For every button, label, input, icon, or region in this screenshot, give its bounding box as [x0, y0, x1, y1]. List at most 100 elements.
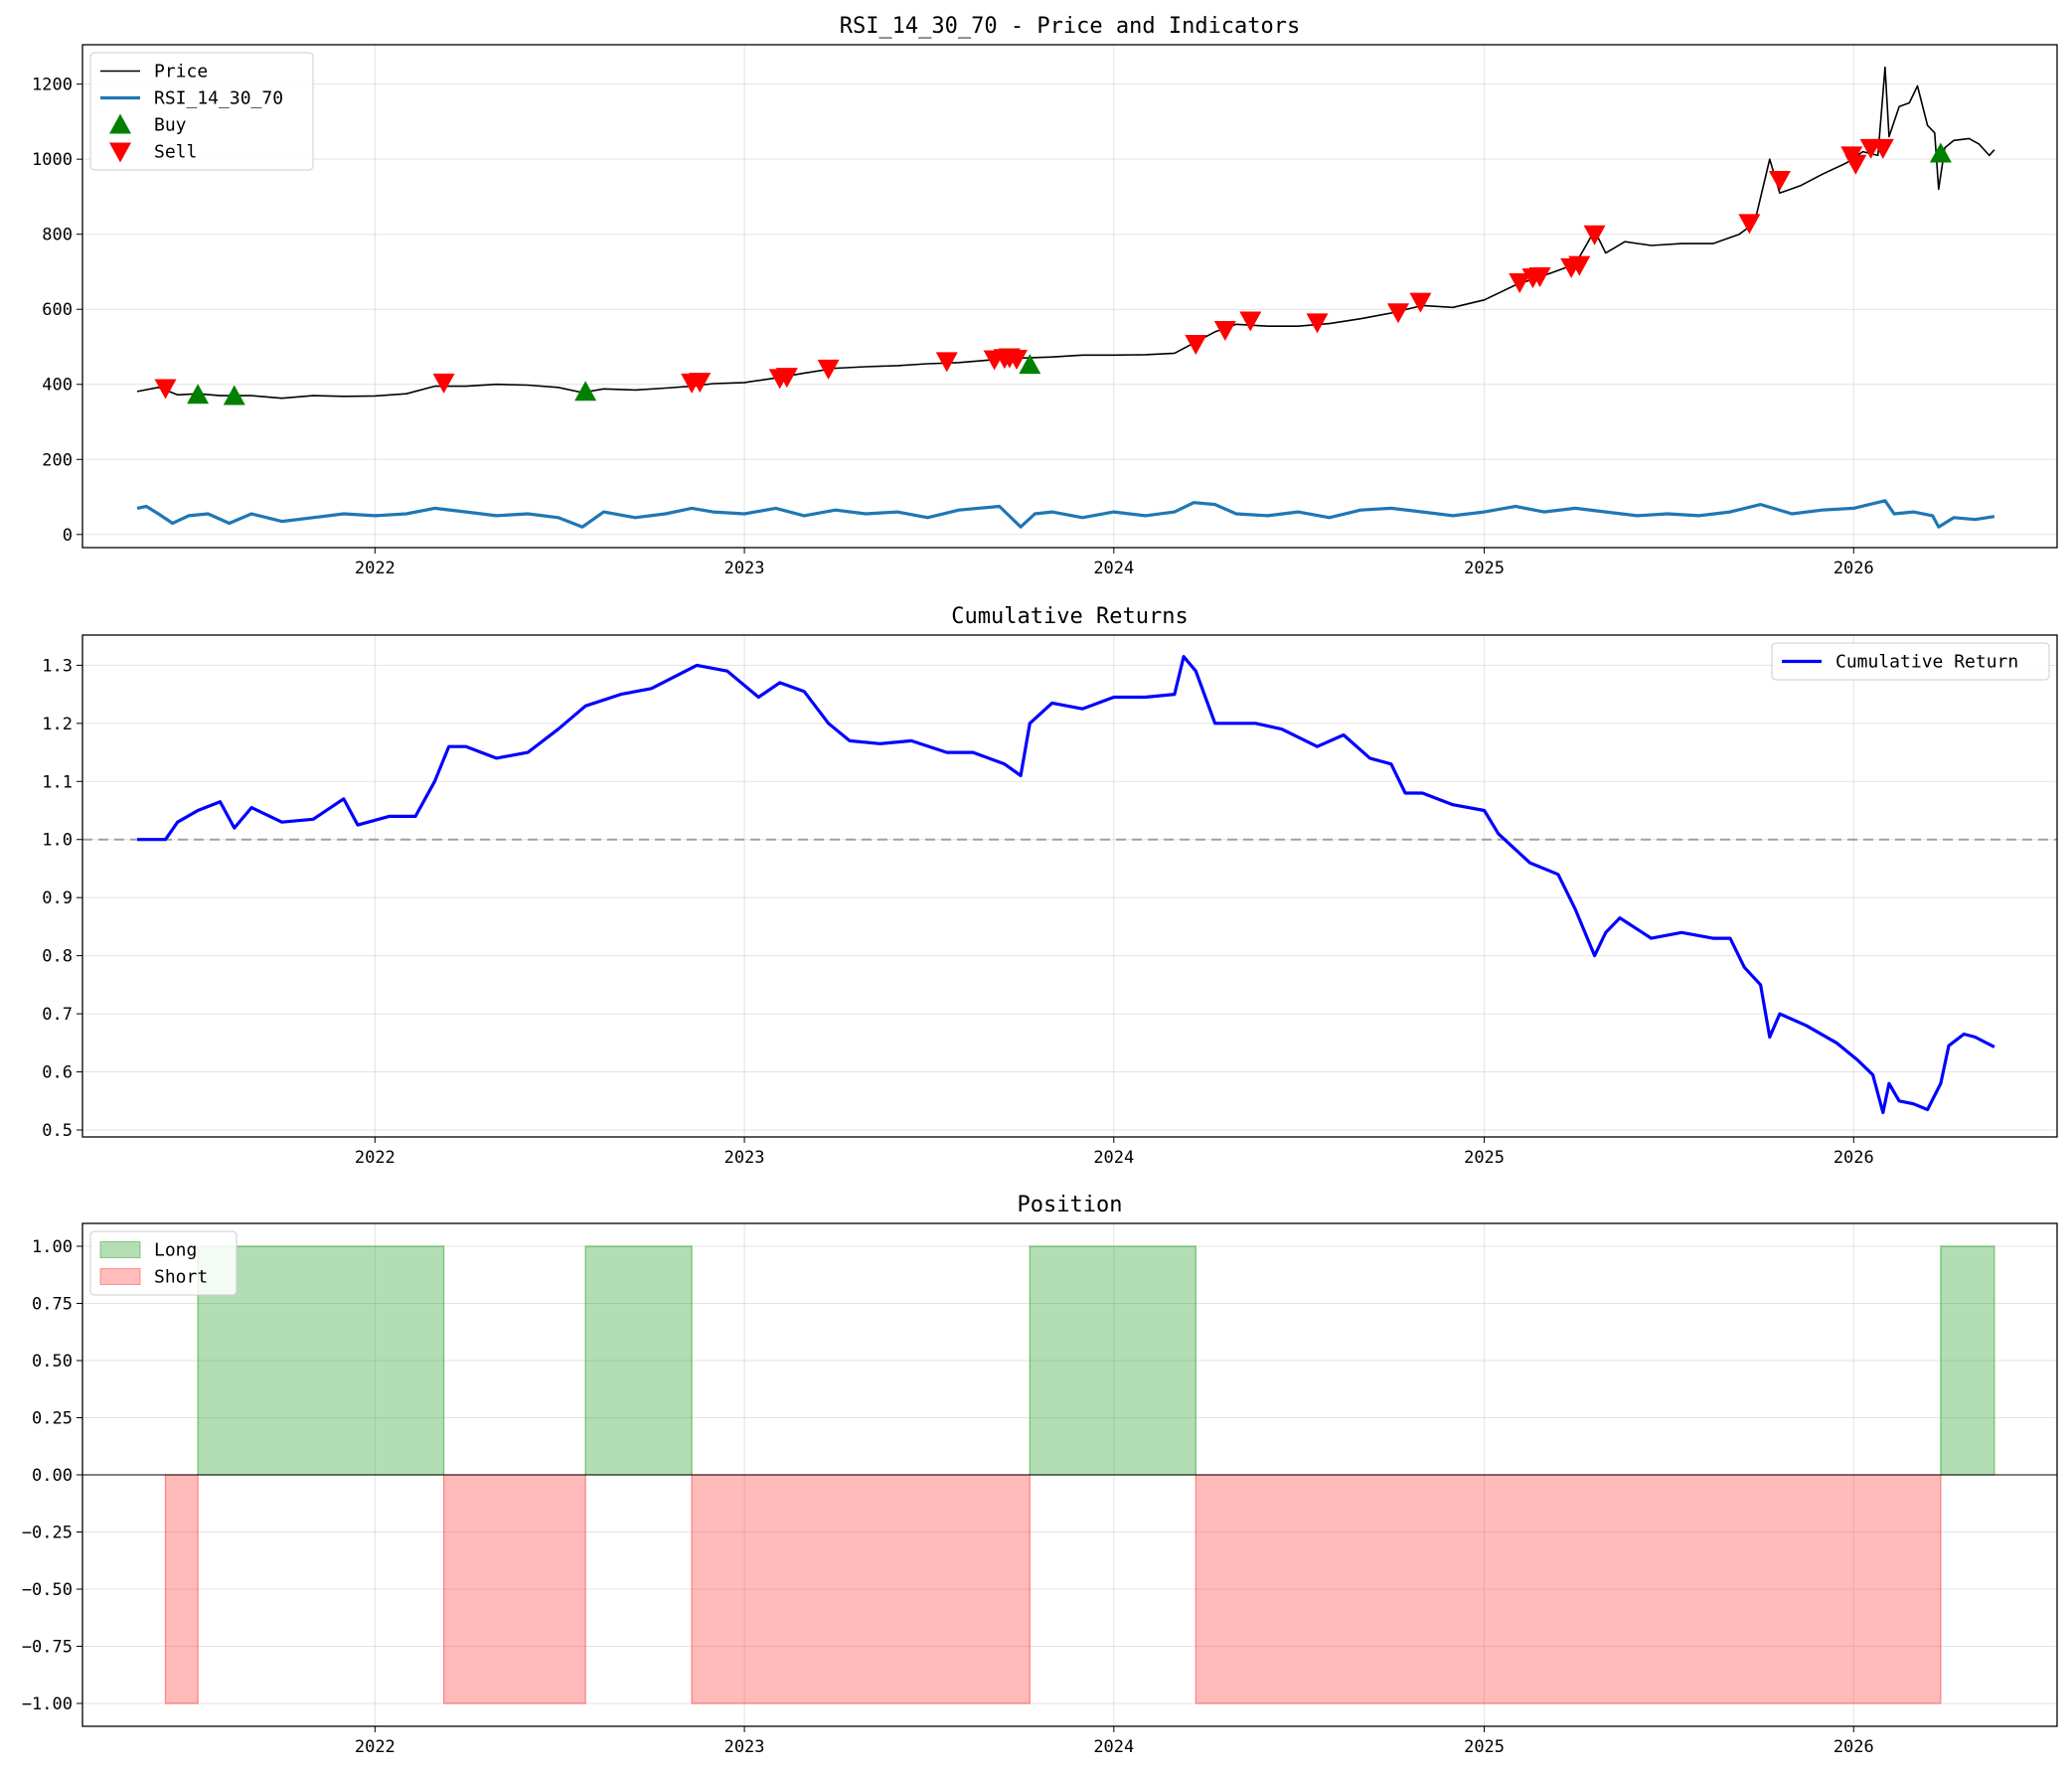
- x-tick-label: 2025: [1464, 559, 1505, 578]
- y-tick-label: 0.9: [42, 888, 73, 908]
- short-period-area: [1195, 1474, 1942, 1704]
- legend-swatch-short: [99, 1268, 141, 1285]
- long-period-area: [584, 1245, 693, 1476]
- sell-marker: [154, 379, 177, 400]
- sell-marker: [1768, 170, 1791, 191]
- legend-label-price: Price: [154, 62, 208, 82]
- legend-label-sell: Sell: [154, 142, 197, 163]
- axes-frame: [81, 634, 2058, 1138]
- sell-marker: [817, 359, 840, 380]
- x-tick-label: 2022: [355, 1148, 396, 1168]
- axes-frame: [81, 1222, 2058, 1727]
- legend-swatch-sell: [109, 142, 131, 163]
- long-period-area: [197, 1245, 445, 1476]
- y-tick-label: 0.7: [42, 1005, 73, 1025]
- panel-title: Cumulative Returns: [951, 604, 1188, 629]
- legend-label-buy: Buy: [154, 115, 187, 136]
- y-tick-label: 0.00: [32, 1466, 73, 1486]
- short-period-area: [164, 1474, 199, 1704]
- sell-marker: [1409, 292, 1432, 313]
- legend-label-long: Long: [154, 1240, 197, 1261]
- sell-marker: [1871, 138, 1894, 159]
- sell-marker: [935, 352, 958, 373]
- x-tick-label: 2022: [355, 1737, 396, 1757]
- x-tick-label: 2025: [1464, 1737, 1505, 1757]
- rsi-line: [136, 499, 1995, 529]
- x-tick-label: 2024: [1093, 1148, 1134, 1168]
- y-tick-label: 1.2: [42, 715, 73, 734]
- buy-marker: [1929, 142, 1952, 163]
- y-tick-label: 1.00: [32, 1237, 73, 1257]
- x-tick-label: 2023: [724, 1737, 765, 1757]
- y-tick-label: −1.00: [22, 1694, 73, 1714]
- y-tick-label: 200: [42, 450, 73, 470]
- sell-marker: [689, 373, 712, 394]
- y-tick-label: 0.8: [42, 947, 73, 967]
- sell-marker: [432, 373, 455, 394]
- sell-marker: [1568, 255, 1591, 276]
- legend-label-cumulative-return: Cumulative Return: [1835, 652, 2018, 673]
- x-tick-label: 2022: [355, 559, 396, 578]
- panel-1: 2022 2023 2024 2025 2026 0 200 400 600 800 1000 120…: [32, 14, 2058, 578]
- legend-frame: [89, 52, 314, 171]
- long-period-area: [1940, 1245, 1995, 1476]
- x-tick-label: 2026: [1833, 1737, 1874, 1757]
- buy-marker: [1019, 354, 1041, 375]
- sell-marker: [1583, 225, 1606, 245]
- sell-marker: [1213, 320, 1236, 341]
- y-tick-label: 0.75: [32, 1295, 73, 1315]
- y-tick-label: 0.25: [32, 1409, 73, 1429]
- sell-marker: [1509, 273, 1531, 294]
- buy-marker: [574, 381, 597, 402]
- y-tick-label: −0.50: [22, 1580, 73, 1600]
- x-tick-label: 2024: [1093, 1737, 1134, 1757]
- legend: Cumulative Return: [1771, 642, 2050, 681]
- sell-marker: [1386, 303, 1409, 324]
- panel-title: RSI_14_30_70 - Price and Indicators: [840, 14, 1301, 39]
- y-tick-label: 400: [42, 376, 73, 396]
- short-period-area: [442, 1474, 586, 1704]
- sell-marker: [1185, 334, 1207, 355]
- buy-marker: [187, 384, 210, 404]
- y-tick-label: 0: [63, 526, 73, 546]
- y-tick-label: 1200: [32, 76, 73, 95]
- y-tick-label: 600: [42, 300, 73, 320]
- buy-marker: [223, 385, 245, 405]
- y-tick-label: 1.1: [42, 772, 73, 792]
- x-tick-label: 2023: [724, 1148, 765, 1168]
- x-tick-label: 2026: [1833, 559, 1874, 578]
- sell-marker: [775, 368, 798, 389]
- sell-marker: [1006, 350, 1029, 371]
- y-tick-label: 800: [42, 226, 73, 245]
- price-line: [136, 66, 1995, 400]
- y-tick-label: 1.0: [42, 831, 73, 851]
- legend-label-rsi-14-30-70: RSI_14_30_70: [154, 88, 283, 109]
- legend-swatch-long: [99, 1241, 141, 1258]
- sell-marker: [1239, 311, 1262, 332]
- x-tick-label: 2023: [724, 559, 765, 578]
- sell-marker: [1844, 154, 1867, 175]
- legend-swatch-buy: [109, 113, 131, 134]
- panel-2: 2022 2023 2024 2025 2026 0.5 0.6 0.7 0.8 0.9 1.0 1.…: [42, 604, 2058, 1168]
- legend-frame: [1771, 642, 2050, 681]
- y-tick-label: 0.6: [42, 1063, 73, 1083]
- x-tick-label: 2024: [1093, 559, 1134, 578]
- y-tick-label: 1000: [32, 150, 73, 170]
- y-tick-label: 0.5: [42, 1121, 73, 1141]
- legend-frame: [89, 1230, 238, 1296]
- axes-frame: [81, 44, 2058, 549]
- y-tick-label: 0.50: [32, 1352, 73, 1371]
- y-tick-label: 1.3: [42, 656, 73, 676]
- y-tick-label: −0.25: [22, 1524, 73, 1543]
- cumulative-return-line: [137, 655, 1995, 1115]
- x-tick-label: 2026: [1833, 1148, 1874, 1168]
- sell-marker: [1738, 214, 1761, 235]
- sell-marker: [1306, 313, 1329, 334]
- sell-marker: [1528, 266, 1551, 287]
- panel-title: Position: [1018, 1193, 1123, 1217]
- legend: Long Short: [89, 1230, 238, 1296]
- long-period-area: [1029, 1245, 1196, 1476]
- legend-label-short: Short: [154, 1267, 208, 1288]
- short-period-area: [691, 1474, 1031, 1704]
